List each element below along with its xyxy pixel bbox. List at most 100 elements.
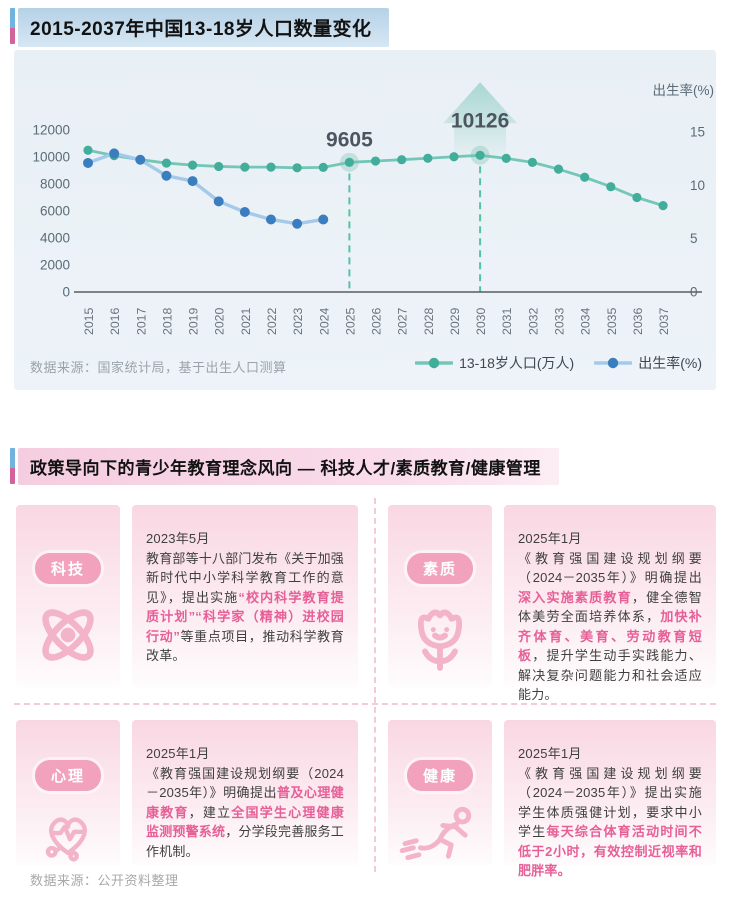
data-point (239, 207, 250, 218)
x-axis-year-label: 2015 (82, 307, 96, 335)
x-axis-year-label: 2037 (657, 307, 671, 335)
card-mental-icon-panel: 心理 (16, 720, 120, 866)
chart-source: 数据来源：国家统计局，基于出生人口测算 (30, 360, 287, 375)
x-axis-year-label: 2034 (579, 307, 593, 335)
x-axis-year-label: 2032 (526, 307, 540, 335)
x-axis-year-label: 2026 (370, 307, 384, 335)
card-health-text-panel: 2025年1月 《教育强国建设规划纲要（2024－2035年）》提出实施学生体质… (504, 720, 716, 878)
left-axis-tick: 12000 (32, 123, 70, 138)
x-axis-year-label: 2028 (422, 307, 436, 335)
data-point (449, 152, 459, 162)
data-point (109, 148, 120, 159)
data-point (240, 162, 250, 172)
data-point (214, 161, 224, 172)
card-mental: 心理 2025年1月 《教育强国建设规划纲要（2024－2035年）》明确提出普… (16, 720, 358, 866)
x-axis-year-label: 2035 (605, 307, 619, 335)
x-axis-year-label: 2020 (213, 307, 227, 335)
birthrate-line-marker-icon (594, 357, 633, 369)
left-axis-tick: 4000 (40, 231, 70, 246)
data-point (83, 145, 93, 155)
runner-icon (399, 806, 472, 861)
card-quality-icon-panel: 素质 (388, 505, 492, 687)
population-chart-panel: 0 2000 4000 6000 8000 10000 12000 0 5 10 15 出生率(%) 2… (14, 50, 716, 390)
data-point (187, 176, 198, 187)
left-axis-tick: 8000 (40, 177, 70, 192)
x-axis-year-label: 2033 (553, 307, 567, 335)
right-axis-tick: 15 (690, 125, 705, 140)
section2-title: 政策导向下的青少年教育理念风向 — 科技人才/素质教育/健康管理 (18, 448, 559, 485)
population-birthrate-chart: 0 2000 4000 6000 8000 10000 12000 0 5 10 15 出生率(%) 2… (32, 82, 715, 335)
card-badge: 科技 (34, 553, 101, 584)
right-axis-tick: 5 (690, 231, 698, 246)
card-mental-text-panel: 2025年1月 《教育强国建设规划纲要（2024－2035年）》明确提出普及心理… (132, 720, 358, 866)
card-date: 2025年1月 (518, 746, 582, 761)
data-point (580, 172, 590, 182)
data-point (161, 158, 172, 168)
heart-health-icon (45, 817, 87, 862)
legend-label-population: 13-18岁人口(万人) (459, 355, 575, 371)
data-point (475, 150, 485, 160)
chart-legend: 13-18岁人口(万人) 出生率(%) (415, 353, 702, 373)
x-axis-year-label: 2022 (265, 307, 279, 335)
data-point (265, 214, 276, 225)
card-badge: 素质 (406, 553, 473, 584)
card-body: 教育部等十八部门发布《关于加强新时代中小学科学教育工作的意见》，提出实施“校内科… (146, 550, 345, 664)
data-point (632, 192, 642, 203)
left-axis-tick: 2000 (40, 258, 70, 273)
card-body: 《教育强国建设规划纲要（2024－2035年）》提出实施学生体质强健计划，要求中… (518, 765, 702, 879)
card-body: 《教育强国建设规划纲要（2024－2035年）》明确提出深入实施素质教育，健全德… (518, 550, 702, 703)
section1-header: 2015-2037年中国13-18岁人口数量变化 (10, 8, 390, 47)
x-axis-year-label: 2019 (187, 307, 201, 335)
x-axis-year-label: 2017 (134, 307, 148, 335)
section1-title: 2015-2037年中国13-18岁人口数量变化 (18, 8, 390, 47)
x-axis-year-label: 2024 (317, 307, 331, 335)
data-point (553, 164, 564, 174)
birthrate-series (86, 151, 325, 226)
data-point (135, 154, 146, 165)
data-point (658, 201, 668, 211)
flower-icon (417, 609, 463, 671)
section2-header: 政策导向下的青少年教育理念风向 — 科技人才/素质教育/健康管理 (10, 448, 559, 485)
card-date: 2023年5月 (146, 531, 210, 546)
legend-item-birthrate: 出生率(%) (594, 353, 702, 373)
card-quality: 素质 2025年1月 《教育强国建设规划纲要（2024－2035年）》明确提出深… (388, 505, 716, 702)
card-tech-text-panel: 2023年5月 教育部等十八部门发布《关于加强新时代中小学科学教育工作的意见》，… (132, 505, 358, 687)
card-badge: 心理 (34, 760, 101, 791)
dashed-divider-horizontal (14, 703, 716, 705)
x-axis-year-label: 2023 (291, 307, 305, 335)
data-point (606, 182, 616, 192)
x-axis-year-label: 2030 (474, 307, 488, 335)
data-point (292, 163, 302, 173)
data-point (187, 160, 198, 170)
card-quality-text-panel: 2025年1月 《教育强国建设规划纲要（2024－2035年）》明确提出深入实施… (504, 505, 716, 702)
left-axis-tick: 6000 (40, 204, 70, 219)
right-axis-title: 出生率(%) (653, 82, 715, 98)
accent-bar (10, 8, 15, 44)
section2-source: 数据来源：公开资料整理 (30, 873, 179, 888)
x-axis-year-label: 2025 (343, 307, 357, 335)
data-point (501, 153, 511, 163)
x-axis-year-label: 2036 (631, 307, 645, 335)
card-health-icon-panel: 健康 (388, 720, 492, 866)
x-axis-year-label: 2031 (500, 307, 514, 335)
data-point (161, 170, 172, 181)
x-axis-year-label: 2016 (108, 307, 122, 335)
accent-bar (10, 448, 15, 484)
data-point (370, 156, 381, 166)
x-axis-year-label: 2027 (396, 307, 410, 335)
dashed-divider-vertical (374, 498, 376, 872)
left-axis-tick: 10000 (32, 150, 70, 165)
data-point (344, 157, 354, 167)
annotation-value-label: 10126 (451, 109, 509, 132)
data-point (266, 162, 276, 172)
right-axis-tick: 0 (690, 285, 698, 300)
card-date: 2025年1月 (146, 746, 210, 761)
data-point (397, 155, 407, 165)
card-tech-icon-panel: 科技 (16, 505, 120, 687)
card-badge: 健康 (406, 760, 473, 791)
x-axis-year-label: 2021 (239, 307, 253, 335)
card-date: 2025年1月 (518, 531, 582, 546)
data-point (527, 157, 537, 167)
legend-item-population: 13-18岁人口(万人) (415, 353, 574, 373)
